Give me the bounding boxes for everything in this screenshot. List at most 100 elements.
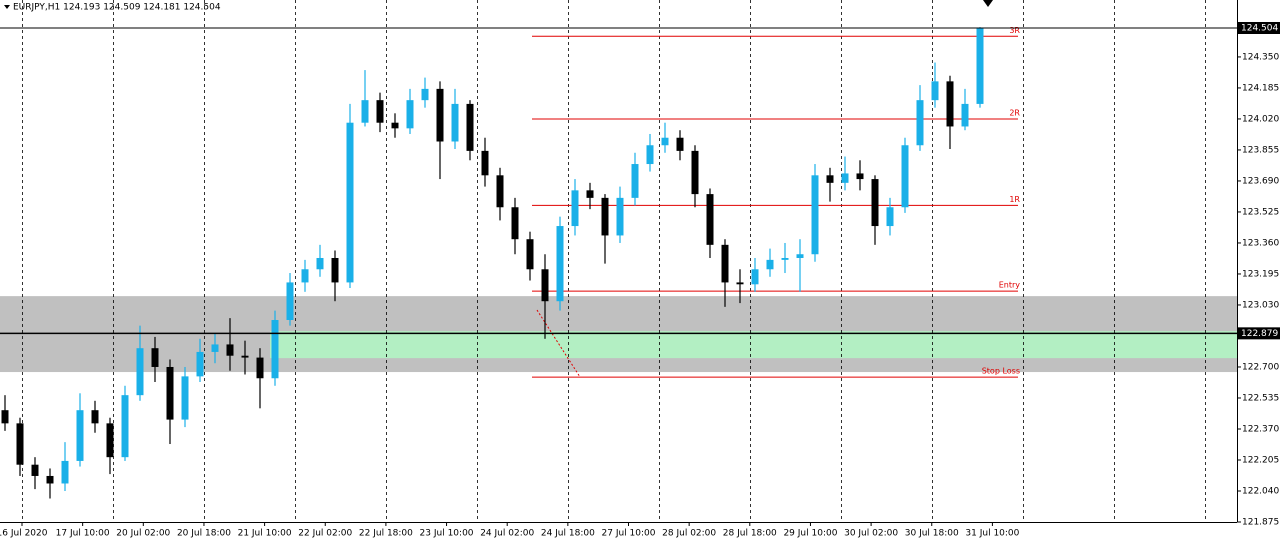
y-tick-label: 122.205	[1242, 455, 1279, 465]
level-label: 3R	[1009, 26, 1020, 35]
candle-body	[421, 88, 429, 101]
candle-body	[316, 257, 324, 270]
candle-body	[226, 344, 234, 356]
level-label: Stop Loss	[982, 367, 1020, 376]
candle-body	[271, 320, 279, 379]
candle-body	[211, 344, 219, 352]
price-box-label: 124.504	[1241, 23, 1278, 33]
candles	[1, 27, 984, 499]
candle-body	[586, 190, 594, 198]
candle-body	[1, 410, 9, 424]
candle-body	[571, 190, 579, 227]
y-tick-label: 123.360	[1242, 238, 1279, 248]
y-tick-label: 122.700	[1242, 362, 1279, 372]
x-tick-label: 22 Jul 18:00	[359, 529, 413, 539]
candle-body	[841, 173, 849, 183]
x-tick-label: 28 Jul 18:00	[723, 529, 777, 539]
candle-body	[526, 239, 534, 270]
candle-body	[391, 122, 399, 129]
y-tick-label: 123.195	[1242, 269, 1279, 279]
candle-body	[241, 355, 249, 358]
x-tick-label: 16 Jul 2020	[0, 529, 48, 539]
x-tick-label: 24 Jul 02:00	[480, 529, 534, 539]
candle-body	[601, 197, 609, 236]
candle-body	[181, 376, 189, 420]
x-tick-label: 20 Jul 18:00	[177, 529, 231, 539]
candle-body	[481, 150, 489, 176]
candle-body	[886, 207, 894, 227]
candle-body	[751, 269, 759, 285]
candle-body	[826, 175, 834, 183]
candle-body	[406, 100, 414, 129]
axes: 121.875 122.040 122.205 122.370 122.535 122.7…	[0, 21, 1280, 539]
levels: 3R 2R 1R Entry Stop Loss	[532, 26, 1021, 378]
y-tick-label: 121.875	[1242, 518, 1279, 528]
candle-body	[511, 207, 519, 240]
candle-body	[856, 173, 864, 180]
candle-body	[286, 282, 294, 321]
x-tick-label: 29 Jul 10:00	[783, 529, 837, 539]
candle-body	[931, 81, 939, 101]
header: EURJPY,H1 124.193 124.509 124.181 124.50…	[13, 3, 221, 13]
candle-body	[796, 254, 804, 258]
zone	[270, 331, 1237, 359]
x-tick-label: 28 Jul 02:00	[662, 529, 716, 539]
x-tick-label: 20 Jul 02:00	[116, 529, 170, 539]
price-box	[1238, 327, 1280, 340]
x-tick-label: 24 Jul 18:00	[541, 529, 595, 539]
candle-body	[916, 100, 924, 146]
menu-icon[interactable]	[4, 5, 10, 9]
candle-body	[676, 137, 684, 151]
candle-body	[121, 395, 129, 458]
x-tick-label: 30 Jul 02:00	[844, 529, 898, 539]
candle-body	[781, 257, 789, 260]
candle-body	[106, 423, 114, 458]
candle-body	[451, 103, 459, 142]
candle-body	[721, 244, 729, 283]
y-tick-label: 124.350	[1242, 52, 1279, 62]
candle-body	[361, 100, 369, 123]
candle-body	[901, 145, 909, 208]
candle-body	[91, 410, 99, 424]
candle-body	[646, 145, 654, 165]
candle-body	[631, 164, 639, 198]
candle-body	[76, 410, 84, 461]
x-tick-label: 17 Jul 10:00	[56, 529, 110, 539]
candle-body	[46, 475, 54, 484]
x-tick-label: 31 Jul 10:00	[965, 529, 1019, 539]
zones	[0, 296, 1237, 373]
x-tick-label: 27 Jul 10:00	[602, 529, 656, 539]
candle-body	[436, 88, 444, 142]
candle-body	[166, 366, 174, 420]
candle-body	[16, 423, 24, 465]
candle-body	[61, 460, 69, 484]
price-box	[1238, 21, 1280, 34]
x-tick-label: 30 Jul 18:00	[905, 529, 959, 539]
level-label: 1R	[1009, 195, 1020, 204]
candle-body	[151, 348, 159, 367]
level-label: Entry	[999, 281, 1021, 290]
candle-body	[691, 150, 699, 195]
candle-body	[976, 27, 984, 104]
candle-body	[466, 103, 474, 151]
y-tick-label: 123.855	[1242, 145, 1279, 155]
arrow-marker	[983, 0, 993, 7]
candle-body	[541, 269, 549, 302]
y-tick-label: 124.185	[1242, 83, 1279, 93]
y-tick-label: 122.535	[1242, 393, 1279, 403]
candle-body	[556, 226, 564, 302]
candle-body	[706, 194, 714, 245]
grid	[22, 0, 1206, 522]
candle-body	[331, 257, 339, 283]
price-lines	[0, 27, 1237, 335]
candle-body	[136, 348, 144, 396]
candle-body	[496, 175, 504, 208]
x-tick-label: 21 Jul 10:00	[238, 529, 292, 539]
candle-body	[661, 137, 669, 146]
y-tick-label: 123.525	[1242, 207, 1279, 217]
candle-body	[256, 357, 264, 379]
y-tick-label: 123.030	[1242, 300, 1279, 310]
candle-body	[736, 282, 744, 285]
y-tick-label: 123.690	[1242, 176, 1279, 186]
